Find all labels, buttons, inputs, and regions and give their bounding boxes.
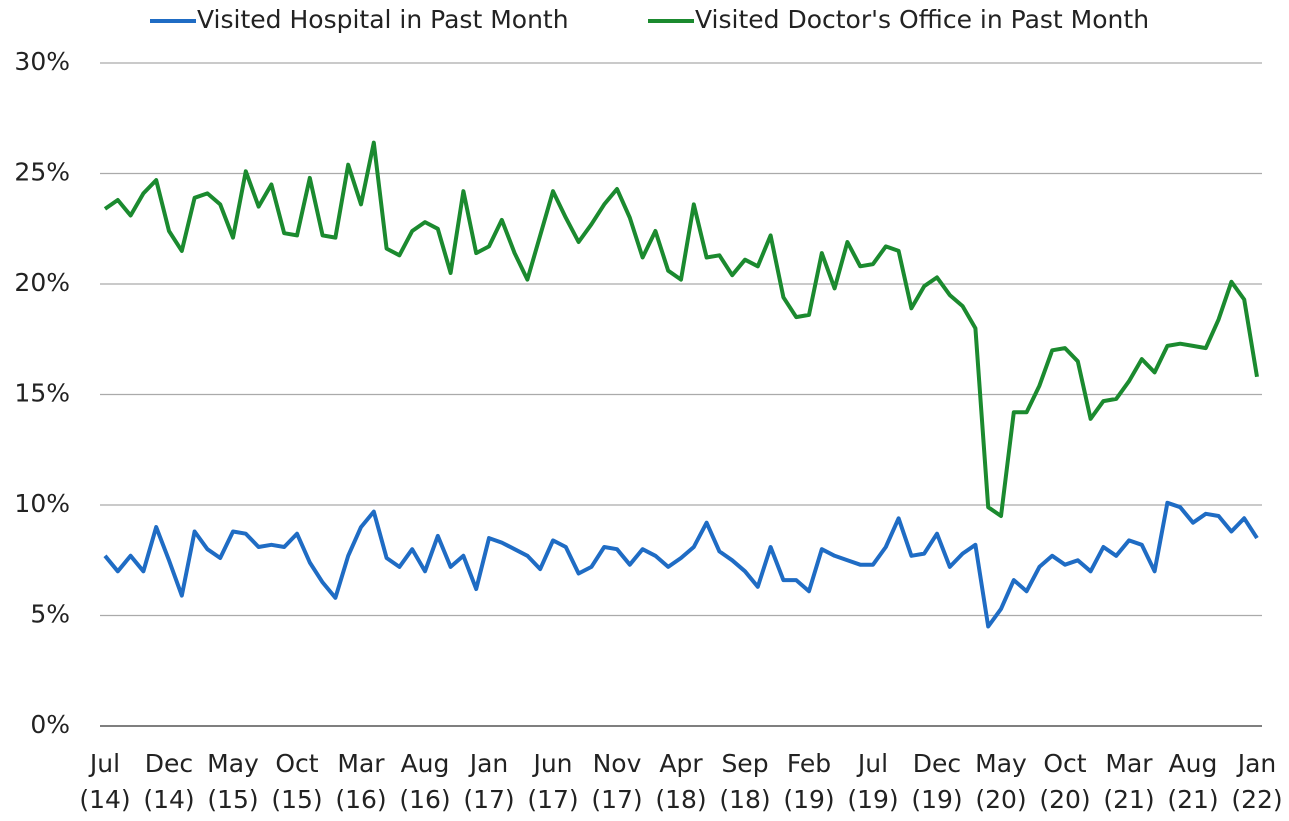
x-tick-label-line: (16) bbox=[399, 785, 450, 814]
x-tick-label-line: (15) bbox=[271, 785, 322, 814]
x-tick-label-line: Oct bbox=[275, 749, 318, 778]
x-tick-label-line: (19) bbox=[911, 785, 962, 814]
x-tick-label: Mar (16) bbox=[335, 749, 386, 814]
x-tick-label: May (15) bbox=[207, 749, 259, 814]
x-tick-label: Apr (18) bbox=[655, 749, 706, 814]
x-tick-label: Oct (20) bbox=[1039, 749, 1090, 814]
x-tick-label: Jan (17) bbox=[463, 749, 514, 814]
x-tick-label: May (20) bbox=[975, 749, 1027, 814]
x-tick-label: Sep (18) bbox=[719, 749, 770, 814]
y-tick-label: 10% bbox=[14, 489, 70, 518]
x-tick-label-line: May bbox=[975, 749, 1027, 778]
x-tick-label-line: Oct bbox=[1043, 749, 1086, 778]
x-tick-label-line: (15) bbox=[207, 785, 258, 814]
legend-label: Visited Hospital in Past Month bbox=[197, 5, 569, 34]
x-tick-label-line: (14) bbox=[79, 785, 130, 814]
x-tick-label: Feb (19) bbox=[783, 749, 834, 814]
x-tick-label-line: Sep bbox=[721, 749, 768, 778]
x-tick-label-line: (18) bbox=[655, 785, 706, 814]
x-tick-label-line: Mar bbox=[1105, 749, 1153, 778]
x-tick-label: Mar (21) bbox=[1103, 749, 1154, 814]
x-tick-label-line: (19) bbox=[847, 785, 898, 814]
x-tick-label-line: (19) bbox=[783, 785, 834, 814]
x-tick-label-line: Aug bbox=[1169, 749, 1218, 778]
x-tick-label-line: (22) bbox=[1231, 785, 1282, 814]
x-tick-label-line: (21) bbox=[1167, 785, 1218, 814]
x-tick-label: Jan (22) bbox=[1231, 749, 1282, 814]
x-tick-label: Aug (16) bbox=[399, 749, 450, 814]
x-tick-label-line: Feb bbox=[787, 749, 831, 778]
x-tick-label-line: Apr bbox=[659, 749, 703, 778]
x-tick-label-line: (17) bbox=[591, 785, 642, 814]
x-tick-label-line: (20) bbox=[1039, 785, 1090, 814]
x-tick-label-line: (14) bbox=[143, 785, 194, 814]
x-tick-label-line: Dec bbox=[913, 749, 961, 778]
x-tick-label-line: Dec bbox=[145, 749, 193, 778]
x-tick-label-line: (17) bbox=[463, 785, 514, 814]
series-line bbox=[103, 140, 1259, 518]
x-tick-label: Jul (14) bbox=[79, 749, 130, 814]
x-tick-label-line: Jun bbox=[531, 749, 572, 778]
y-tick-label: 15% bbox=[14, 379, 70, 408]
x-tick-label-line: Jul bbox=[856, 749, 888, 778]
x-tick-label: Jun (17) bbox=[527, 749, 578, 814]
y-tick-label: 20% bbox=[14, 268, 70, 297]
x-tick-label: Jul (19) bbox=[847, 749, 898, 814]
x-tick-label-line: Nov bbox=[593, 749, 642, 778]
y-tick-label: 25% bbox=[14, 158, 70, 187]
y-tick-label: 30% bbox=[14, 47, 70, 76]
x-tick-label-line: Jan bbox=[1236, 749, 1277, 778]
series-line bbox=[103, 500, 1259, 629]
x-tick-label-line: May bbox=[207, 749, 259, 778]
x-tick-label-line: (17) bbox=[527, 785, 578, 814]
x-tick-label-line: Aug bbox=[401, 749, 450, 778]
x-tick-label: Dec (19) bbox=[911, 749, 962, 814]
x-tick-label: Nov (17) bbox=[591, 749, 642, 814]
y-tick-label: 0% bbox=[30, 710, 70, 739]
x-tick-label: Oct (15) bbox=[271, 749, 322, 814]
x-tick-label-line: Jan bbox=[468, 749, 509, 778]
x-tick-label: Dec (14) bbox=[143, 749, 194, 814]
legend-label: Visited Doctor's Office in Past Month bbox=[695, 5, 1149, 34]
x-tick-label-line: Mar bbox=[337, 749, 385, 778]
x-tick-label: Aug (21) bbox=[1167, 749, 1218, 814]
x-tick-label-line: (18) bbox=[719, 785, 770, 814]
x-tick-label-line: (16) bbox=[335, 785, 386, 814]
x-tick-label-line: Jul bbox=[88, 749, 120, 778]
x-tick-label-line: (21) bbox=[1103, 785, 1154, 814]
y-tick-label: 5% bbox=[30, 600, 70, 629]
x-tick-label-line: (20) bbox=[975, 785, 1026, 814]
